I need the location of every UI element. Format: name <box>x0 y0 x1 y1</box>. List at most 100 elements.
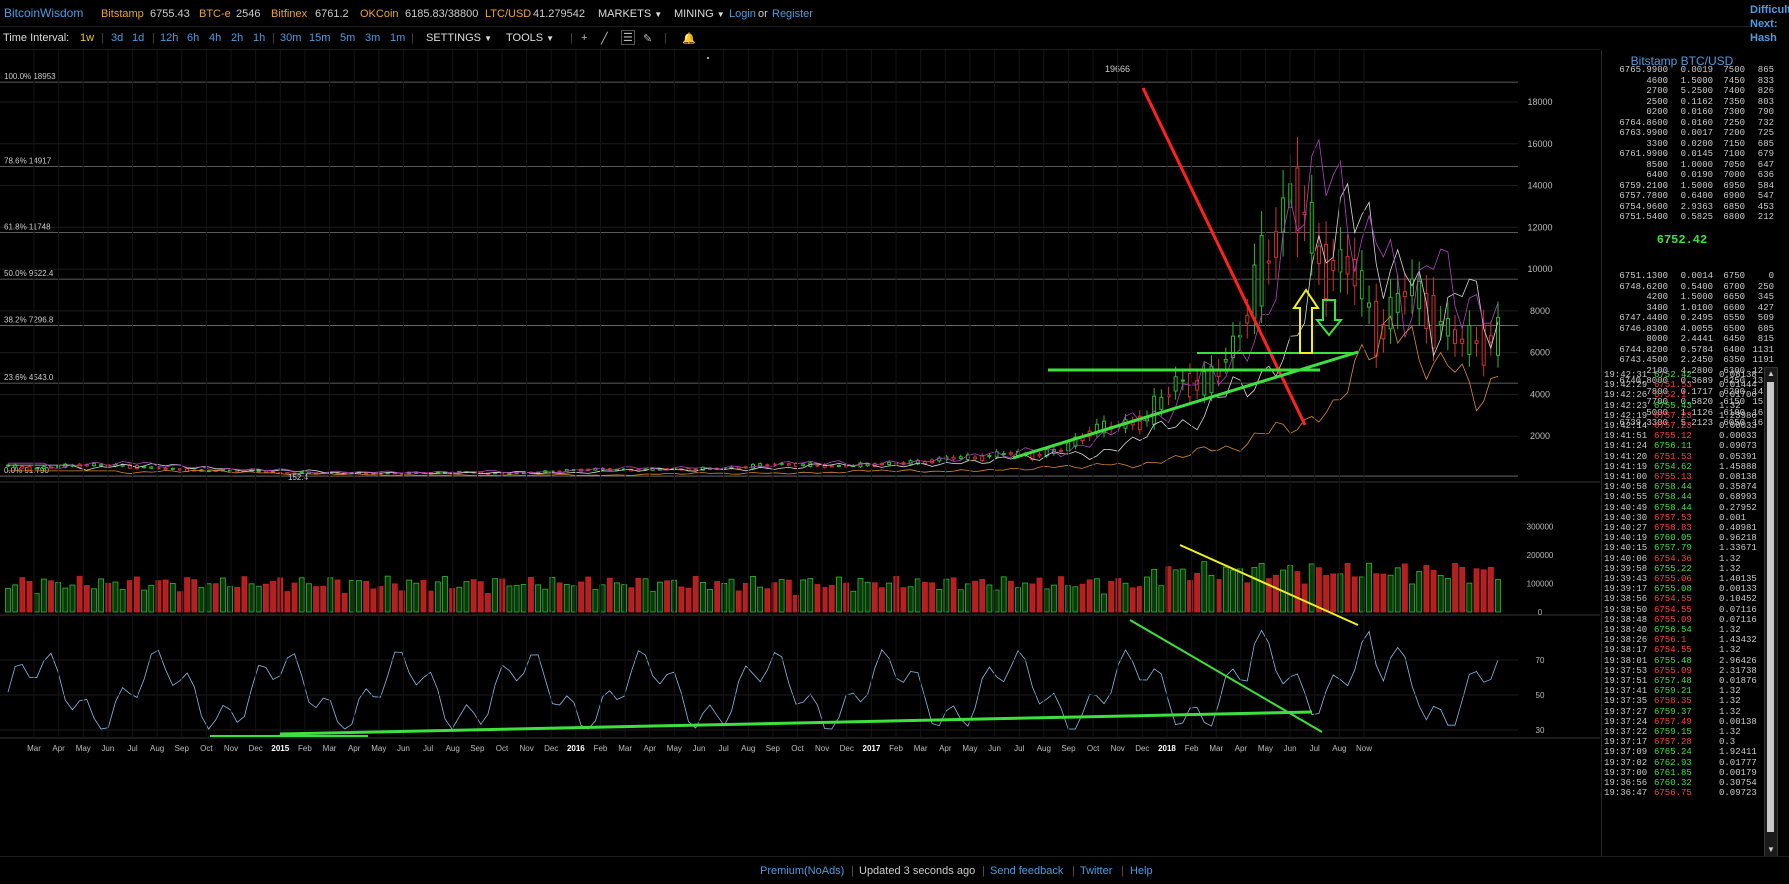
scrollbar-thumb[interactable] <box>1767 382 1774 832</box>
draw-tool-icon[interactable]: ✎ <box>643 33 653 45</box>
ask-row[interactable]: 2700 5.2500 7400 826 <box>1602 86 1777 96</box>
interval-1w[interactable]: 1w <box>80 32 95 44</box>
trade-row[interactable]: 19:38:01 6755.48 2.96426 <box>1602 656 1774 666</box>
price-chart[interactable]: 2000 4000 6000 8000 10000 12000 14000 16000 1800… <box>0 50 1600 856</box>
trade-row[interactable]: 19:37:00 6761.85 0.00179 <box>1602 768 1774 778</box>
ask-row[interactable]: 6757.7800 0.6400 6900 547 <box>1602 191 1777 201</box>
interval-4h[interactable]: 4h <box>209 32 222 44</box>
ask-row[interactable]: 6761.9900 0.0145 7100 679 <box>1602 149 1777 159</box>
ask-row[interactable]: 6759.2100 1.5000 6950 584 <box>1602 181 1777 191</box>
interval-3m[interactable]: 3m <box>365 32 381 44</box>
ask-row[interactable]: 4600 1.5000 7450 833 <box>1602 76 1777 86</box>
trade-row[interactable]: 19:38:17 6754.55 1.32 <box>1602 645 1774 655</box>
trade-row[interactable]: 19:38:56 6754.55 0.10452 <box>1602 594 1774 604</box>
trade-row[interactable]: 19:37:51 6757.48 0.01876 <box>1602 676 1774 686</box>
trade-row[interactable]: 19:40:30 6757.53 0.001 <box>1602 513 1774 523</box>
send-feedback-link[interactable]: Send feedback <box>990 865 1064 877</box>
ask-row[interactable]: 6751.5400 0.5825 6800 212 <box>1602 212 1777 222</box>
ask-row[interactable]: 8500 1.0000 7050 647 <box>1602 160 1777 170</box>
settings-menu[interactable]: SETTINGS ▼ <box>426 32 492 44</box>
trade-row[interactable]: 19:37:22 6759.15 1.32 <box>1602 727 1774 737</box>
bid-row[interactable]: 6748.6200 0.5400 6700 250 <box>1602 282 1777 292</box>
trade-row[interactable]: 19:41:19 6754.62 1.45888 <box>1602 462 1774 472</box>
bid-row[interactable]: 7800 0.1717 62001433 <box>1602 387 1777 397</box>
trade-row[interactable]: 19:41:00 6755.13 0.08138 <box>1602 472 1774 482</box>
scroll-up-icon[interactable]: ▲ <box>1767 369 1775 378</box>
fib-tool-icon[interactable]: ☰ <box>621 30 635 45</box>
trade-row[interactable]: 19:39:58 6755.22 1.32 <box>1602 564 1774 574</box>
trade-row[interactable]: 19:36:47 6756.75 0.09723 <box>1602 788 1774 798</box>
trade-row[interactable]: 19:41:24 6756.11 0.09073 <box>1602 441 1774 451</box>
trade-row[interactable]: 19:37:24 6757.49 0.00138 <box>1602 717 1774 727</box>
trade-row[interactable]: 19:37:02 6762.93 0.01777 <box>1602 758 1774 768</box>
trade-row[interactable]: 19:40:19 6760.05 0.96218 <box>1602 533 1774 543</box>
trades-scrollbar[interactable]: ▲ ▼ <box>1764 367 1778 857</box>
premium-link[interactable]: Premium(NoAds) <box>760 865 845 877</box>
interval-1d[interactable]: 1d <box>132 32 145 44</box>
trade-row[interactable]: 19:40:49 6758.44 0.27952 <box>1602 503 1774 513</box>
trade-row[interactable]: 19:40:58 6758.44 0.35874 <box>1602 482 1774 492</box>
trade-row[interactable]: 19:37:53 6755.09 2.31738 <box>1602 666 1774 676</box>
crosshair-tool-icon[interactable]: + <box>581 32 588 44</box>
scroll-down-icon[interactable]: ▼ <box>1767 845 1775 854</box>
login-link[interactable]: Login <box>729 8 756 20</box>
bid-row[interactable]: 6751.1300 0.0014 6750 0 <box>1602 271 1777 281</box>
ask-row[interactable]: 0200 0.0160 7300 790 <box>1602 107 1777 117</box>
tools-menu[interactable]: TOOLS ▼ <box>506 32 554 44</box>
trade-row[interactable]: 19:39:43 6755.06 1.40135 <box>1602 574 1774 584</box>
trade-row[interactable]: 19:37:17 6757.28 0.3 <box>1602 737 1774 747</box>
exchange-bitfinex-name[interactable]: Bitfinex <box>271 8 308 20</box>
ask-row[interactable]: 6765.9900 0.0019 7500 865 <box>1602 65 1777 75</box>
exchange-okcoin-name[interactable]: OKCoin <box>360 8 399 20</box>
brand-logo[interactable]: BitcoinWisdom <box>4 6 84 20</box>
trade-row[interactable]: 19:37:41 6759.21 1.32 <box>1602 686 1774 696</box>
interval-2h[interactable]: 2h <box>231 32 244 44</box>
ask-row[interactable]: 2500 0.1162 7350 803 <box>1602 97 1777 107</box>
register-link[interactable]: Register <box>772 8 813 20</box>
trade-row[interactable]: 19:38:40 6756.54 1.32 <box>1602 625 1774 635</box>
bid-row[interactable]: 6743.4500 2.2450 6350 1191 <box>1602 355 1777 365</box>
bid-row[interactable]: 6747.4400 0.2495 6550 509 <box>1602 313 1777 323</box>
trade-row[interactable]: 19:39:17 6755.08 0.00133 <box>1602 584 1774 594</box>
interval-15m[interactable]: 15m <box>309 32 331 44</box>
interval-5m[interactable]: 5m <box>340 32 356 44</box>
ask-row[interactable]: 6764.8600 0.0160 7250 732 <box>1602 118 1777 128</box>
chart-area[interactable]: 2000 4000 6000 8000 10000 12000 14000 16000 1800… <box>0 50 1600 856</box>
ask-row[interactable]: 6400 0.0190 7000 636 <box>1602 170 1777 180</box>
alert-bell-icon[interactable]: 🔔 <box>682 33 696 45</box>
ask-row[interactable]: 6754.9600 2.9363 6850 453 <box>1602 202 1777 212</box>
exchange-ltcusd-name[interactable]: LTC/USD <box>485 8 532 20</box>
ask-row[interactable]: 3300 0.0200 7150 685 <box>1602 139 1777 149</box>
trade-row[interactable]: 19:42:14 6757.23 0.00033 <box>1602 421 1774 431</box>
trade-row[interactable]: 19:42:31 6752.42 0.08138 <box>1602 370 1774 380</box>
interval-12h[interactable]: 12h <box>160 32 179 44</box>
exchange-bitstamp-name[interactable]: Bitstamp <box>101 8 144 20</box>
bid-row[interactable]: 8000 2.4441 6450 815 <box>1602 334 1777 344</box>
trade-row[interactable]: 19:40:27 6758.83 0.40981 <box>1602 523 1774 533</box>
trade-row[interactable]: 19:40:15 6757.79 1.33671 <box>1602 543 1774 553</box>
trade-row[interactable]: 19:38:48 6755.09 0.07116 <box>1602 615 1774 625</box>
help-link[interactable]: Help <box>1130 865 1153 877</box>
bid-row[interactable]: 6739.3300 5.2123 60501695 <box>1602 418 1777 428</box>
trade-row[interactable]: 19:40:55 6758.44 0.68993 <box>1602 492 1774 502</box>
interval-6h[interactable]: 6h <box>187 32 200 44</box>
orderbook-title[interactable]: Bitstamp BTC/USD <box>1630 54 1734 68</box>
trade-row[interactable]: 19:36:56 6760.32 0.30754 <box>1602 778 1774 788</box>
interval-3d[interactable]: 3d <box>111 32 124 44</box>
trade-row[interactable]: 19:42:29 6751.53 0.01444 <box>1602 380 1774 390</box>
trade-row[interactable]: 19:38:50 6754.55 0.07116 <box>1602 605 1774 615</box>
trade-row[interactable]: 19:37:35 6758.35 1.32 <box>1602 696 1774 706</box>
trade-row[interactable]: 19:42:26 6752.1 0.01706 <box>1602 390 1774 400</box>
bid-row[interactable]: 5000 1.1126 61001610 <box>1602 408 1777 418</box>
trade-row[interactable]: 19:40:06 6754.36 1.32 <box>1602 554 1774 564</box>
exchange-btce-name[interactable]: BTC-e <box>199 8 231 20</box>
trade-row[interactable]: 19:41:20 6751.53 0.05391 <box>1602 452 1774 462</box>
interval-1h[interactable]: 1h <box>253 32 266 44</box>
trade-row[interactable]: 19:41:51 6755.12 0.00033 <box>1602 431 1774 441</box>
interval-1m[interactable]: 1m <box>390 32 406 44</box>
trade-row[interactable]: 19:42:19 6757.23 1.23986 <box>1602 411 1774 421</box>
bid-row[interactable]: 3400 1.0100 6600 427 <box>1602 303 1777 313</box>
ask-row[interactable]: 6763.9900 0.0017 7200 725 <box>1602 128 1777 138</box>
trade-row[interactable]: 19:42:23 6755.43 1.32 <box>1602 401 1774 411</box>
bid-row[interactable]: 7700 0.5820 61501520 <box>1602 397 1777 407</box>
